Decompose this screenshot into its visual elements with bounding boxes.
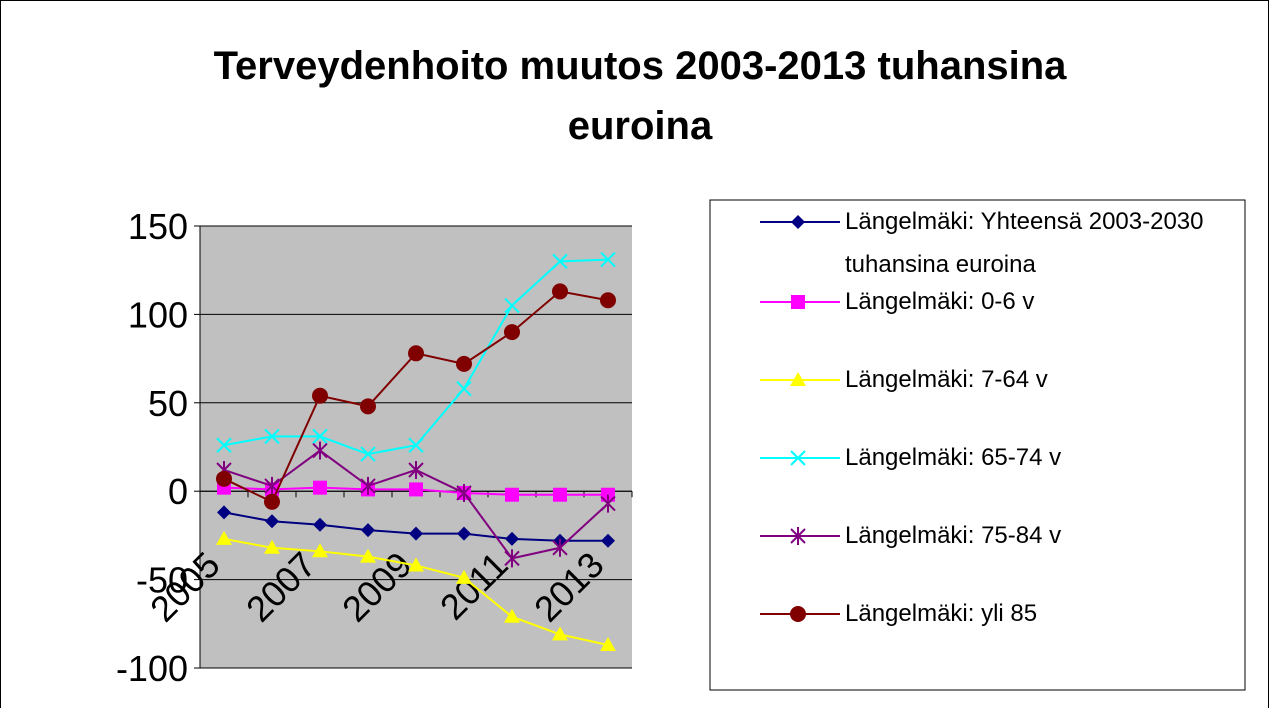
marker xyxy=(504,297,520,314)
marker xyxy=(552,538,568,557)
marker xyxy=(312,441,328,460)
y-tick-label: 150 xyxy=(128,206,188,247)
marker xyxy=(264,428,280,445)
y-tick-label: -100 xyxy=(116,648,188,689)
y-tick-label: -50 xyxy=(136,560,188,601)
legend-entry: Längelmäki: 65-74 v xyxy=(845,444,1062,471)
marker xyxy=(408,460,424,479)
marker xyxy=(264,493,280,510)
marker xyxy=(409,526,423,541)
marker xyxy=(552,626,568,641)
marker xyxy=(264,539,280,554)
y-tick-label: 50 xyxy=(148,383,188,424)
legend-marker xyxy=(790,372,806,386)
legend-entry: Längelmäki: 0-6 v xyxy=(845,288,1035,315)
legend-marker xyxy=(790,606,806,622)
legend-label: Längelmäki: 65-74 v xyxy=(845,444,1062,471)
marker xyxy=(600,637,616,652)
plot-area xyxy=(200,226,632,668)
marker xyxy=(217,505,231,520)
marker xyxy=(216,530,232,545)
marker xyxy=(312,428,328,445)
legend-entry: Längelmäki: yli 85 xyxy=(845,600,1038,627)
marker xyxy=(361,523,375,538)
marker xyxy=(408,557,424,572)
y-tick-label: 100 xyxy=(128,294,188,335)
marker xyxy=(504,549,520,568)
marker xyxy=(408,437,424,453)
marker xyxy=(312,387,328,404)
legend-marker xyxy=(790,450,806,466)
marker xyxy=(409,482,423,497)
marker xyxy=(504,324,520,341)
legend-entry: Längelmäki: 7-64 v xyxy=(845,366,1048,393)
marker xyxy=(313,480,327,495)
marker xyxy=(216,470,232,487)
marker xyxy=(408,345,424,362)
marker xyxy=(360,476,376,495)
marker xyxy=(505,531,519,546)
marker xyxy=(216,437,232,453)
legend-label: Längelmäki: Yhteensä 2003-2030 tuhansina… xyxy=(845,208,1204,278)
marker xyxy=(360,548,376,563)
marker xyxy=(360,446,376,462)
marker xyxy=(600,494,616,513)
marker xyxy=(552,253,568,270)
marker xyxy=(313,517,327,532)
marker xyxy=(456,355,472,372)
marker xyxy=(505,487,519,502)
legend-label: Längelmäki: 0-6 v xyxy=(845,288,1035,315)
marker xyxy=(600,292,616,309)
marker xyxy=(504,608,520,623)
marker xyxy=(552,283,568,300)
legend-entry: Längelmäki: Yhteensä 2003-2030 tuhansina… xyxy=(845,208,1204,278)
marker xyxy=(600,251,616,268)
marker xyxy=(312,543,328,558)
legend-label: Längelmäki: 7-64 v xyxy=(845,366,1048,393)
legend-marker xyxy=(790,527,806,545)
legend-label: Längelmäki: 75-84 v xyxy=(845,522,1062,549)
marker xyxy=(360,398,376,415)
chart-title: Terveydenhoito muutos 2003-2013 tuhansin… xyxy=(213,44,1067,148)
marker xyxy=(457,526,471,541)
marker xyxy=(265,514,279,529)
legend-marker xyxy=(791,215,805,229)
legend-marker xyxy=(791,295,805,309)
legend-label: Längelmäki: yli 85 xyxy=(845,600,1038,627)
marker xyxy=(553,487,567,502)
y-tick-label: 0 xyxy=(168,471,188,512)
marker xyxy=(601,533,615,548)
marker xyxy=(456,569,472,584)
marker xyxy=(456,380,472,397)
marker xyxy=(456,483,472,502)
legend-entry: Längelmäki: 75-84 v xyxy=(845,522,1062,549)
